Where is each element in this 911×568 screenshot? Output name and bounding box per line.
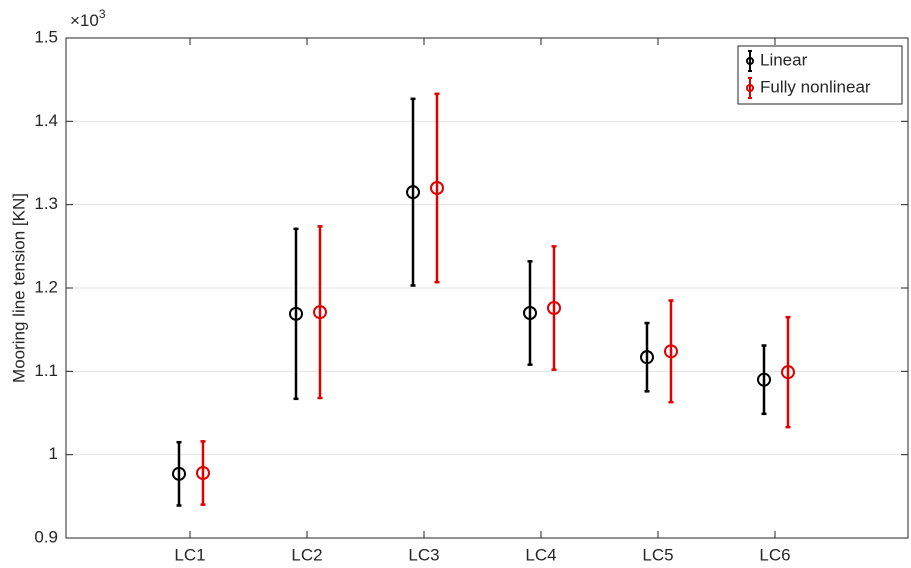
y-axis-label: Mooring line tension [KN] xyxy=(9,193,28,383)
y-multiplier-base: ×10 xyxy=(70,11,99,30)
marker xyxy=(640,350,654,365)
marker xyxy=(172,466,186,481)
marker xyxy=(313,305,327,320)
legend-marker xyxy=(746,57,754,65)
marker xyxy=(406,185,420,200)
series xyxy=(196,92,795,506)
x-tick-label: LC5 xyxy=(642,545,673,564)
marker xyxy=(196,466,210,480)
marker xyxy=(547,301,561,315)
y-tick-label: 1 xyxy=(49,444,58,463)
y-tick-label: 1.5 xyxy=(34,27,58,46)
series xyxy=(172,97,771,507)
x-tick-label: LC6 xyxy=(759,545,790,564)
legend-marker xyxy=(746,84,754,92)
plot-frame xyxy=(65,37,909,539)
legend-label: Fully nonlinear xyxy=(760,77,871,96)
y-tick-label: 1.3 xyxy=(34,194,58,213)
y-tick-label: 0.9 xyxy=(34,527,58,546)
marker xyxy=(757,372,771,387)
marker xyxy=(781,365,795,380)
y-multiplier: ×103 xyxy=(70,7,106,30)
x-tick-label: LC3 xyxy=(408,545,439,564)
marker xyxy=(430,181,444,195)
y-multiplier-exponent: 3 xyxy=(99,7,106,21)
y-tick-label: 1.2 xyxy=(34,277,58,296)
y-tick-label: 1.1 xyxy=(34,361,58,380)
x-tick-label: LC2 xyxy=(291,545,322,564)
marker xyxy=(664,344,678,359)
marker xyxy=(523,306,537,320)
legend-box xyxy=(737,45,903,105)
x-tick-label: LC4 xyxy=(525,545,556,564)
y-tick-label: 1.4 xyxy=(34,111,58,130)
legend-label: Linear xyxy=(760,50,808,69)
x-tick-label: LC1 xyxy=(174,545,205,564)
marker xyxy=(289,306,303,321)
